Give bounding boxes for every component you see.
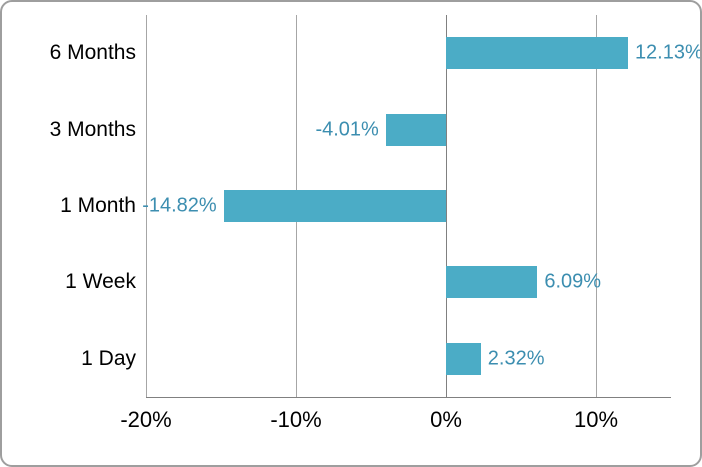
- category-label-1-week: 1 Week: [65, 270, 136, 294]
- bar-3-months[interactable]: [385, 113, 446, 146]
- x-tick-label: 10%: [573, 407, 619, 432]
- bar-1-month[interactable]: [223, 190, 446, 222]
- gridline: [595, 15, 597, 397]
- bar-1-day[interactable]: [446, 342, 481, 375]
- bar-1-week[interactable]: [446, 266, 538, 299]
- x-tick-label: -10%: [270, 407, 322, 432]
- x-tick-label: -20%: [120, 407, 172, 432]
- x-axis-line: [146, 397, 671, 398]
- data-label-6-months: 12.13%: [634, 41, 702, 64]
- category-label-1-day: 1 Day: [81, 346, 136, 370]
- data-label-3-months: -4.01%: [315, 118, 379, 141]
- zero-gridline: [445, 15, 447, 397]
- x-tick-label: 0%: [430, 407, 462, 432]
- category-label-3-months: 3 Months: [49, 117, 136, 141]
- data-label-1-day: 2.32%: [487, 347, 545, 370]
- bar-6-months[interactable]: [446, 37, 628, 70]
- data-label-1-week: 6.09%: [544, 270, 602, 293]
- category-label-6-months: 6 Months: [49, 41, 136, 65]
- data-label-1-month: -14.82%: [142, 194, 217, 217]
- category-label-1-month: 1 Month: [60, 194, 136, 217]
- gridline: [145, 15, 147, 397]
